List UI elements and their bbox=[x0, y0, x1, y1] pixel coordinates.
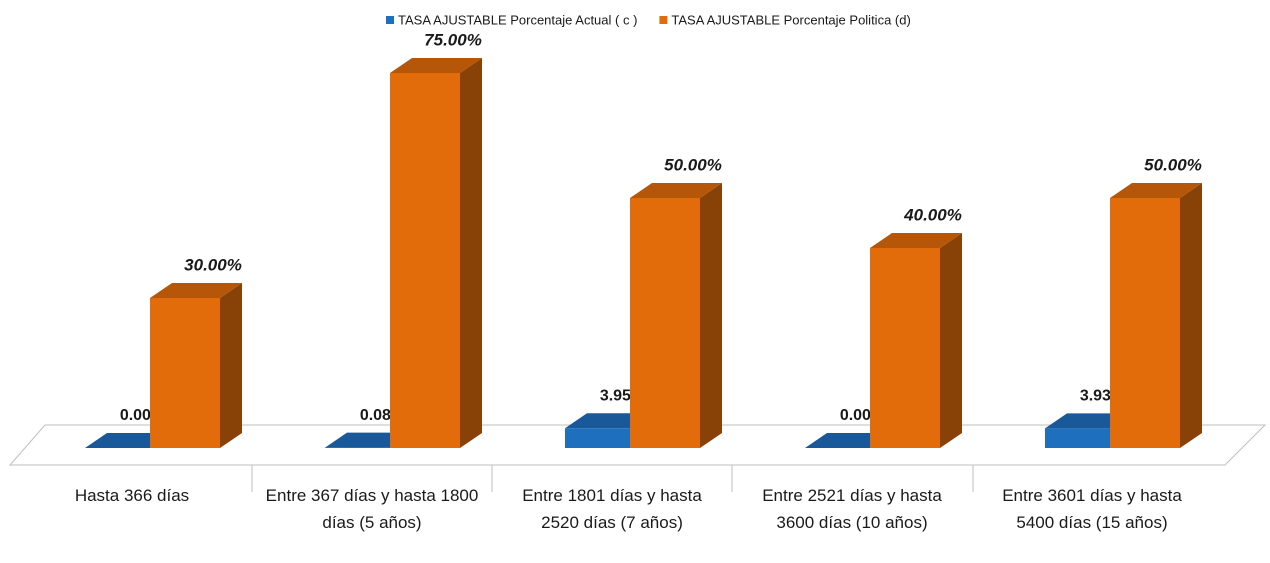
data-label: 50.00% bbox=[664, 155, 722, 174]
x-tick-label: Entre 3601 días y hasta 5400 días (15 añ… bbox=[1002, 486, 1182, 532]
legend-label: TASA AJUSTABLE Porcentaje Politica (d) bbox=[671, 12, 910, 27]
bar bbox=[150, 298, 220, 448]
legend-swatch bbox=[386, 16, 394, 24]
bar-side bbox=[700, 183, 722, 448]
bar-side bbox=[460, 58, 482, 448]
bar bbox=[1110, 198, 1180, 448]
bar bbox=[390, 73, 460, 448]
bar-top bbox=[390, 58, 482, 73]
bar bbox=[565, 428, 630, 448]
x-tick-label: Entre 2521 días y hasta 3600 días (10 añ… bbox=[762, 486, 942, 532]
bar-top bbox=[630, 183, 722, 198]
bar-side bbox=[220, 283, 242, 448]
legend-swatch bbox=[659, 16, 668, 24]
data-label: 75.00% bbox=[424, 30, 482, 49]
bar-side bbox=[1180, 183, 1202, 448]
bar bbox=[1045, 428, 1110, 448]
x-tick-label: Hasta 366 días bbox=[74, 486, 190, 505]
bar bbox=[630, 198, 700, 448]
bar-top bbox=[150, 283, 242, 298]
data-label: 40.00% bbox=[903, 205, 962, 224]
bar-top bbox=[870, 233, 962, 248]
data-label: 50.00% bbox=[1144, 155, 1202, 174]
bar-top bbox=[1110, 183, 1202, 198]
x-tick-label: Entre 367 días y hasta 1800 días (5 años… bbox=[265, 486, 479, 532]
data-label: 30.00% bbox=[184, 255, 242, 274]
bar-side bbox=[940, 233, 962, 448]
x-tick-label: Entre 1801 días y hasta 2520 días (7 año… bbox=[522, 486, 702, 532]
legend-label: TASA AJUSTABLE Porcentaje Actual ( c ) bbox=[398, 12, 637, 27]
bar bbox=[870, 248, 940, 448]
